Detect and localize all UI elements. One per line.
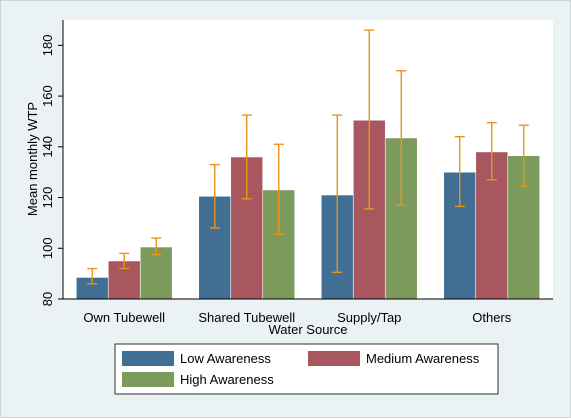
legend-label: Low Awareness	[180, 351, 271, 366]
legend-swatch	[122, 351, 174, 366]
y-axis-title: Mean monthly WTP	[25, 102, 40, 216]
y-tick-label: 140	[40, 136, 55, 158]
y-axis: 80 100 120 140 160 180	[40, 20, 64, 306]
legend-label: High Awareness	[180, 372, 274, 387]
x-tick-label: Own Tubewell	[83, 310, 165, 325]
y-tick-label: 180	[40, 35, 55, 57]
y-tick-label: 160	[40, 85, 55, 107]
x-tick-label: Supply/Tap	[337, 310, 401, 325]
legend: Low Awareness Medium Awareness High Awaren…	[122, 351, 480, 387]
x-tick-label: Shared Tubewell	[198, 310, 295, 325]
y-tick-label: 80	[40, 292, 55, 306]
legend-swatch	[122, 372, 174, 387]
legend-swatch	[308, 351, 360, 366]
y-tick-label: 120	[40, 187, 55, 209]
x-tick-label: Others	[472, 310, 512, 325]
legend-box	[114, 343, 499, 395]
legend-label: Medium Awareness	[366, 351, 480, 366]
x-axis: Own Tubewell Shared Tubewell Supply/Tap Oth…	[63, 298, 553, 325]
error-bars-layer	[87, 29, 529, 285]
x-axis-title: Water Source	[269, 322, 348, 337]
y-tick-label: 100	[40, 237, 55, 259]
